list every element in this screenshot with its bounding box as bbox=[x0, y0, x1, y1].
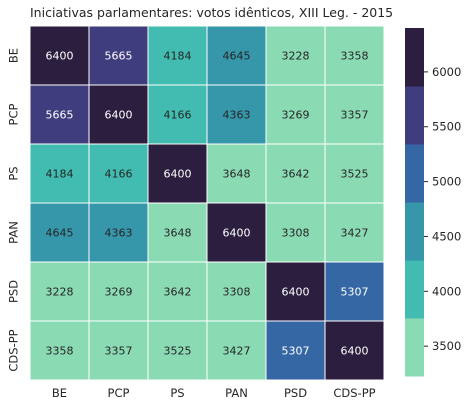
colorbar-tick-label: 5500 bbox=[432, 120, 461, 134]
colorbar-segment bbox=[405, 144, 424, 203]
cell-value: 4184 bbox=[164, 50, 192, 63]
cell-value: 3269 bbox=[105, 286, 133, 299]
x-tick-labels: BE PCP PS PAN PSD CDS-PP bbox=[52, 386, 376, 400]
colorbar bbox=[405, 28, 424, 377]
colorbar-segment bbox=[405, 28, 424, 87]
heatmap-cell bbox=[324, 261, 385, 322]
heatmap-cell bbox=[29, 261, 90, 322]
cell-value: 6400 bbox=[46, 50, 74, 63]
cell-value: 4363 bbox=[223, 109, 251, 122]
cell-value: 6400 bbox=[223, 227, 251, 240]
cell-value: 6400 bbox=[105, 109, 133, 122]
cell-value: 3308 bbox=[223, 286, 251, 299]
cell-value: 3357 bbox=[105, 345, 133, 358]
x-tick-label: PAN bbox=[225, 386, 248, 400]
heatmap-cell bbox=[206, 320, 267, 381]
cell-value: 4166 bbox=[164, 109, 192, 122]
cell-value: 4166 bbox=[105, 168, 133, 181]
cell-value: 3648 bbox=[223, 168, 251, 181]
heatmap-cell bbox=[88, 202, 149, 263]
colorbar-tick-labels: 3500 4000 4500 5000 5500 6000 bbox=[424, 65, 461, 353]
colorbar-segment bbox=[405, 260, 424, 319]
cell-value: 6400 bbox=[341, 345, 369, 358]
heatmap-cell bbox=[324, 143, 385, 204]
y-tick-label: PAN bbox=[7, 221, 21, 244]
cell-value: 5665 bbox=[46, 109, 74, 122]
colorbar-segment bbox=[405, 86, 424, 145]
heatmap-cell bbox=[88, 143, 149, 204]
x-tick-label: PCP bbox=[108, 386, 130, 400]
y-tick-label: PSD bbox=[7, 280, 21, 303]
cell-value: 6400 bbox=[282, 286, 310, 299]
colorbar-tick-label: 4000 bbox=[432, 284, 461, 298]
cell-value: 3358 bbox=[46, 345, 74, 358]
cell-value: 3228 bbox=[282, 50, 310, 63]
colorbar-segment bbox=[405, 202, 424, 261]
y-tick-label: PCP bbox=[7, 103, 21, 125]
y-tick-label: CDS-PP bbox=[7, 329, 21, 371]
heatmap-cell bbox=[29, 320, 90, 381]
cell-value: 3525 bbox=[164, 345, 192, 358]
y-tick-label: PS bbox=[7, 166, 21, 180]
cell-value: 3357 bbox=[341, 109, 369, 122]
heatmap-cell bbox=[88, 84, 149, 145]
cell-value: 6400 bbox=[164, 168, 192, 181]
colorbar-tick-label: 5000 bbox=[432, 175, 461, 189]
cell-value: 5307 bbox=[341, 286, 369, 299]
heatmap-cell bbox=[265, 143, 326, 204]
cell-value: 3358 bbox=[341, 50, 369, 63]
colorbar-tick-label: 3500 bbox=[432, 339, 461, 353]
chart-title: Iniciativas parlamentares: votos idêntic… bbox=[30, 5, 393, 20]
cell-value: 3308 bbox=[282, 227, 310, 240]
heatmap-cell bbox=[206, 143, 267, 204]
heatmap-cell bbox=[206, 84, 267, 145]
cell-value: 3642 bbox=[282, 168, 310, 181]
x-tick-label: CDS-PP bbox=[333, 386, 375, 400]
cell-value: 4184 bbox=[46, 168, 74, 181]
heatmap-cell bbox=[147, 261, 208, 322]
cell-value: 3228 bbox=[46, 286, 74, 299]
y-tick-label: BE bbox=[7, 48, 21, 63]
cell-value: 3525 bbox=[341, 168, 369, 181]
cell-value: 3427 bbox=[223, 345, 251, 358]
cell-value: 5307 bbox=[282, 345, 310, 358]
heatmap-cell bbox=[324, 84, 385, 145]
heatmap-cells bbox=[29, 25, 385, 381]
cell-value: 4645 bbox=[46, 227, 74, 240]
heatmap-cell bbox=[29, 202, 90, 263]
cell-value: 5665 bbox=[105, 50, 133, 63]
heatmap-cell bbox=[324, 320, 385, 381]
cell-value: 3269 bbox=[282, 109, 310, 122]
x-tick-label: PS bbox=[170, 386, 184, 400]
colorbar-segment bbox=[405, 318, 424, 377]
cell-value: 3648 bbox=[164, 227, 192, 240]
heatmap-cell bbox=[324, 202, 385, 263]
colorbar-tick-label: 6000 bbox=[432, 65, 461, 79]
heatmap-cell bbox=[88, 25, 149, 86]
x-tick-label: BE bbox=[52, 386, 67, 400]
heatmap-cell bbox=[29, 25, 90, 86]
heatmap-cell bbox=[265, 261, 326, 322]
cell-value: 4645 bbox=[223, 50, 251, 63]
y-tick-labels: BE PCP PS PAN PSD CDS-PP bbox=[7, 48, 21, 372]
heatmap-cell bbox=[265, 202, 326, 263]
x-tick-label: PSD bbox=[284, 386, 307, 400]
colorbar-tick-label: 4500 bbox=[432, 229, 461, 243]
heatmap-cell bbox=[147, 25, 208, 86]
heatmap-cell bbox=[324, 25, 385, 86]
heatmap-cell bbox=[206, 202, 267, 263]
heatmap-cell bbox=[206, 261, 267, 322]
heatmap-cell bbox=[147, 202, 208, 263]
cell-value: 3427 bbox=[341, 227, 369, 240]
cell-annotations: 6400 5665 4184 4645 3228 3358 5665 6400 4166 4363… bbox=[46, 50, 369, 358]
cell-value: 3642 bbox=[164, 286, 192, 299]
cell-value: 4363 bbox=[105, 227, 133, 240]
heatmap-cell bbox=[265, 320, 326, 381]
